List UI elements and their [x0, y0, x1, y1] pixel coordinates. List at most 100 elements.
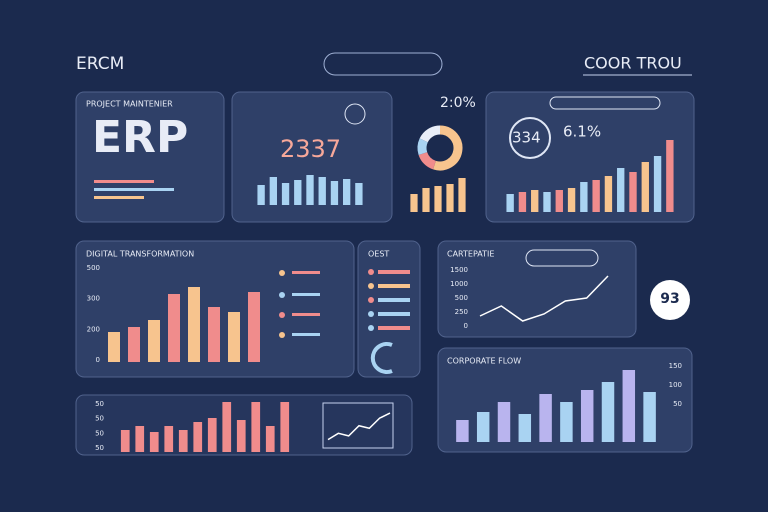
bar: [343, 179, 351, 205]
panel-title: CARTEPATIE: [447, 250, 494, 259]
bar: [580, 390, 594, 442]
axis-label: 500: [455, 294, 468, 302]
bar: [653, 156, 662, 212]
bar: [476, 412, 490, 442]
axis-label: 250: [455, 308, 468, 316]
bar: [228, 312, 240, 362]
list-items: [368, 269, 410, 374]
axis-label: 50: [95, 415, 104, 423]
big-label: ERP: [92, 112, 188, 163]
tab-bar[interactable]: [549, 96, 661, 110]
axis-label: 1000: [450, 280, 468, 288]
panel: [485, 91, 695, 223]
bar: [108, 332, 120, 362]
bar: [248, 292, 260, 362]
bar: [178, 430, 188, 452]
bar: [622, 370, 636, 442]
bar: [236, 420, 246, 452]
bar: [208, 307, 220, 362]
bar: [251, 402, 261, 452]
kpi-value: 6.1%: [563, 123, 601, 141]
donut-slice: [433, 125, 463, 171]
bar: [506, 194, 514, 212]
bar: [355, 183, 363, 205]
bar: [446, 184, 454, 212]
bar: [193, 422, 203, 452]
badge: [650, 280, 690, 320]
bar: [601, 382, 615, 442]
axis-label: 150: [669, 362, 682, 370]
bar: [168, 294, 180, 362]
bar: [306, 175, 314, 205]
bar: [458, 178, 466, 212]
bar: [604, 176, 613, 212]
bar: [456, 420, 469, 442]
donut-slice: [418, 151, 437, 170]
bar: [539, 394, 552, 442]
right-title: COOR TROU: [584, 54, 682, 73]
bar: [269, 177, 277, 205]
bar: [555, 190, 563, 212]
bar: [580, 182, 588, 212]
line: [327, 412, 391, 441]
bar: [497, 402, 511, 442]
bar: [629, 172, 637, 212]
axis-label: 50: [95, 400, 104, 408]
axis-label: 100: [669, 381, 682, 389]
badge-value: 93: [660, 291, 679, 307]
icon[interactable]: [344, 103, 366, 125]
mini-grid: [322, 402, 394, 449]
bar: [518, 192, 527, 212]
axis-label: 50: [673, 400, 682, 408]
bar: [135, 426, 145, 452]
axis-label: 500: [87, 264, 100, 272]
bar: [330, 181, 339, 205]
bar: [148, 320, 160, 362]
kpi-value: 334: [512, 129, 541, 147]
bar: [120, 430, 130, 452]
bar: [128, 327, 140, 362]
toggle[interactable]: [323, 52, 443, 76]
axis-label: 50: [95, 429, 104, 437]
bar: [164, 426, 174, 452]
gauge: [509, 117, 551, 159]
bar: [666, 140, 674, 212]
bar: [257, 185, 265, 205]
bar: [294, 180, 302, 205]
bar: [434, 186, 442, 212]
bar: [641, 162, 649, 212]
bar: [222, 402, 232, 452]
bar: [617, 168, 625, 212]
bar: [265, 426, 275, 452]
panel: [357, 240, 421, 378]
bar: [560, 402, 573, 442]
line-deco: [94, 180, 154, 183]
axis-label: 0: [464, 322, 468, 330]
bar: [643, 392, 656, 442]
bar: [318, 177, 326, 205]
bar: [531, 190, 539, 212]
line-deco: [94, 196, 144, 199]
axis-label: 300: [87, 295, 100, 303]
bar: [422, 188, 430, 212]
line-deco: [94, 188, 174, 191]
panel-title: DIGITAL TRANSFORMATION: [86, 250, 194, 259]
axis-label: 0: [96, 356, 100, 364]
bar: [518, 414, 532, 442]
bar: [592, 180, 600, 212]
bar: [567, 188, 576, 212]
bar: [188, 287, 200, 362]
brand: ERCM: [76, 54, 124, 74]
bar: [410, 194, 418, 212]
axis-label: 1500: [450, 266, 468, 274]
panel-title: OEST: [368, 250, 389, 259]
donut-label: 2:0%: [440, 95, 476, 111]
bar: [280, 402, 290, 452]
donut-slice: [417, 138, 428, 155]
axis-label: 50: [95, 444, 104, 452]
bar: [207, 418, 217, 452]
panel-title: PROJECT MAINTENIER: [86, 100, 173, 109]
line: [479, 275, 609, 322]
bar: [543, 192, 551, 212]
